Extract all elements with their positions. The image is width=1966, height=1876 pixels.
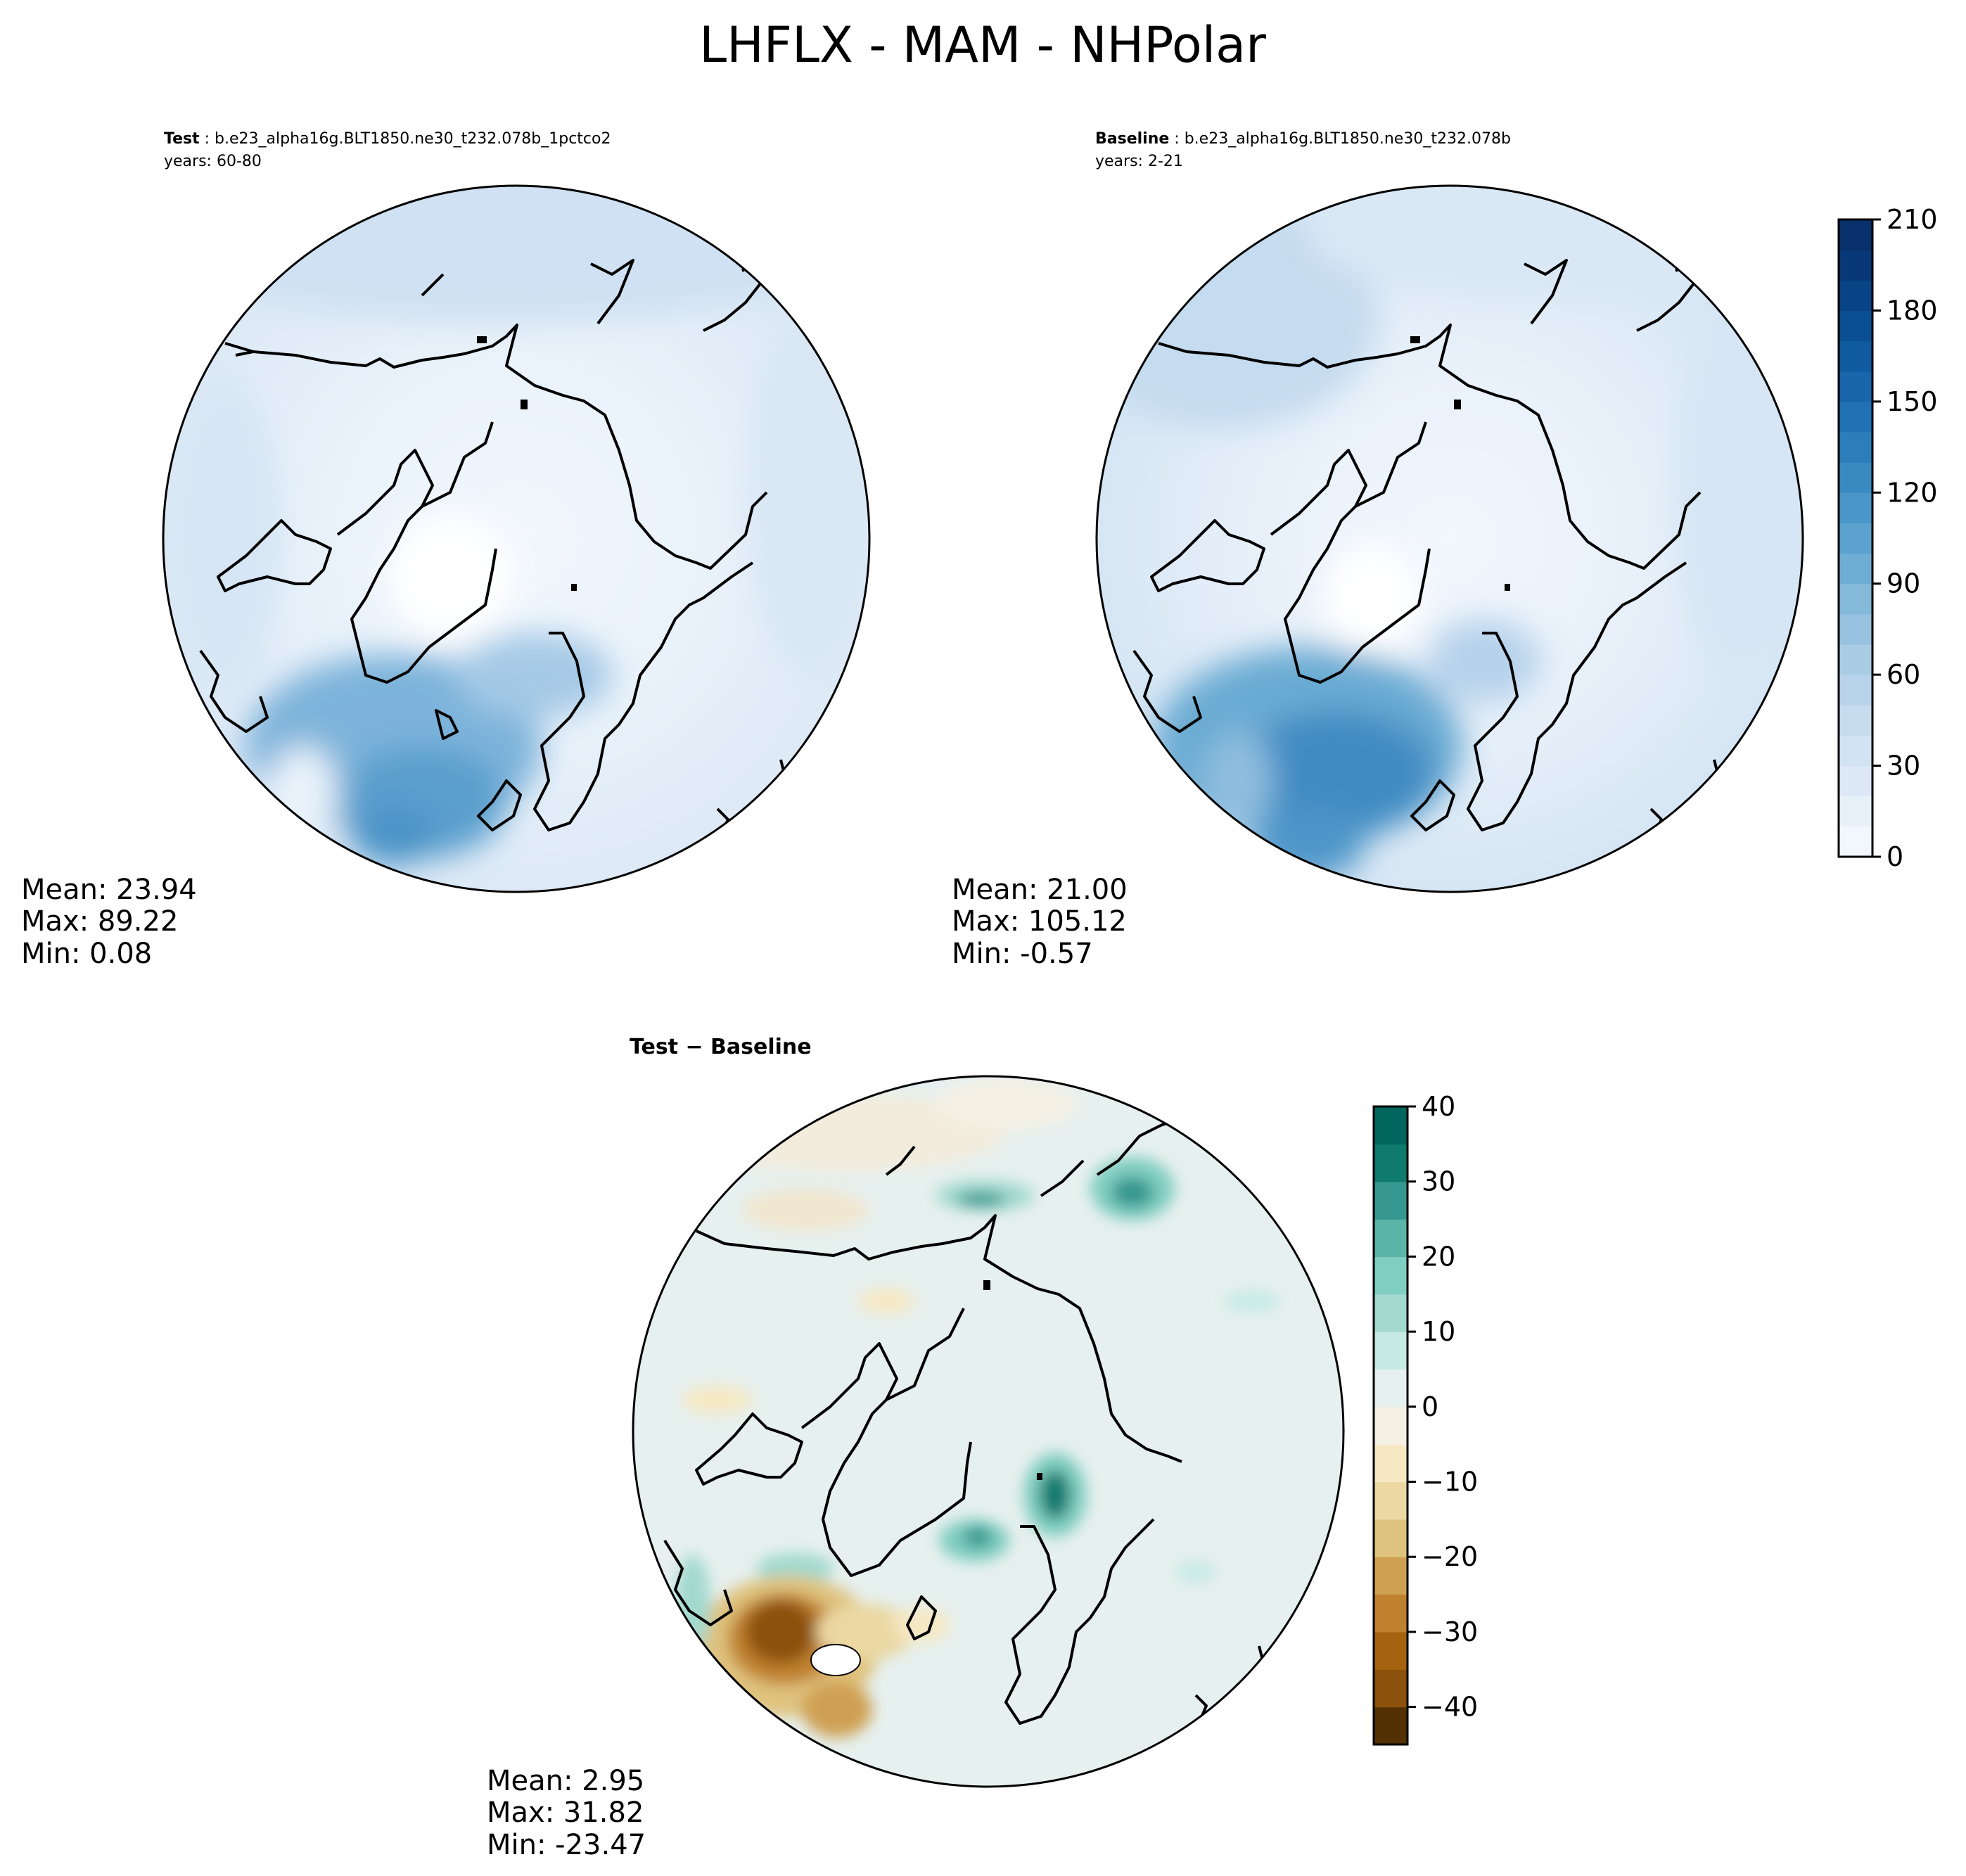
colorbar-brbg-tick-label: −10 xyxy=(1422,1467,1478,1498)
colorbar-blues-color-band xyxy=(1839,280,1872,312)
colorbar-blues-color-band xyxy=(1839,675,1872,706)
colorbar-blues-color-band xyxy=(1839,796,1872,827)
colorbar-brbg-color-band xyxy=(1374,1669,1408,1708)
colorbar-brbg-color-band xyxy=(1374,1144,1408,1182)
colorbar-brbg-tick-label: −20 xyxy=(1422,1541,1478,1572)
colorbar-brbg-color-band xyxy=(1374,1706,1408,1745)
panel-test-boundary xyxy=(162,184,871,893)
colorbar-blues-tick-label: 30 xyxy=(1887,751,1920,781)
colorbar-brbg: −40 −30 −20 −10 0 10 20 30 40 xyxy=(1372,1091,1478,1746)
panel-baseline-years: years: 2-21 xyxy=(1095,153,1183,170)
colorbar-blues-color-band xyxy=(1839,583,1872,615)
colorbar-brbg-color-band xyxy=(1374,1519,1408,1557)
figure-title: LHFLX - MAM - NHPolar xyxy=(699,16,1266,74)
colorbar-brbg-color-band xyxy=(1374,1332,1408,1370)
panel-diff-boundary xyxy=(632,1075,1345,1788)
colorbar-blues-color-band xyxy=(1839,826,1872,857)
panel-diff: Test − Baseline xyxy=(487,1035,1345,1861)
panel-baseline-max: Max: 105.12 xyxy=(952,905,1127,938)
panel-diff-title: Test − Baseline xyxy=(630,1035,812,1059)
panel-test-max: Max: 89.22 xyxy=(21,905,178,938)
panel-test-years: years: 60-80 xyxy=(164,153,262,170)
panel-test-field xyxy=(163,186,869,892)
colorbar-blues: 0 30 60 90 120 150 180 210 xyxy=(1837,204,1938,872)
colorbar-brbg-color-band xyxy=(1374,1106,1408,1144)
panel-baseline-label: Baseline xyxy=(1095,130,1169,148)
colorbar-blues-color-band xyxy=(1839,553,1872,585)
panel-diff-max: Max: 31.82 xyxy=(487,1797,644,1829)
colorbar-brbg-tick-label: 40 xyxy=(1422,1091,1455,1122)
colorbar-brbg-color-band xyxy=(1374,1406,1408,1445)
colorbar-brbg-frame xyxy=(1372,1105,1409,1746)
panel-test: Test : b.e23_alpha16g.BLT1850.ne30_t232.… xyxy=(21,130,871,970)
colorbar-blues-color-band xyxy=(1839,219,1872,250)
panel-test-case: b.e23_alpha16g.BLT1850.ne30_t232.078b_1p… xyxy=(215,130,611,148)
panel-diff-field xyxy=(633,1076,1343,1787)
colorbar-blues-tick-label: 210 xyxy=(1887,204,1938,235)
colorbar-blues-color-band xyxy=(1839,613,1872,645)
colorbar-brbg-tick-label: −40 xyxy=(1422,1692,1478,1723)
colorbar-blues-tick-label: 120 xyxy=(1887,477,1938,508)
panel-test-header: Test : b.e23_alpha16g.BLT1850.ne30_t232.… xyxy=(164,130,611,148)
colorbar-brbg-tick-label: −30 xyxy=(1422,1616,1478,1647)
panel-test-min: Min: 0.08 xyxy=(21,938,152,970)
colorbar-blues-tick-label: 0 xyxy=(1887,841,1903,872)
colorbar-brbg-color-band xyxy=(1374,1369,1408,1408)
colorbar-blues-color-band xyxy=(1839,401,1872,433)
colorbar-blues-frame xyxy=(1837,218,1874,858)
colorbar-brbg-tick-label: 0 xyxy=(1422,1391,1438,1422)
colorbar-blues-color-band xyxy=(1839,735,1872,767)
colorbar-brbg-color-band xyxy=(1374,1631,1408,1670)
colorbar-blues-color-band xyxy=(1839,462,1872,493)
panel-baseline: Baseline : b.e23_alpha16g.BLT1850.ne30_t… xyxy=(952,130,1804,970)
panel-diff-mean: Mean: 2.95 xyxy=(487,1765,644,1797)
panel-baseline-header: Baseline : b.e23_alpha16g.BLT1850.ne30_t… xyxy=(1095,130,1511,148)
colorbar-blues-tick-label: 180 xyxy=(1887,295,1938,326)
colorbar-blues-color-band xyxy=(1839,644,1872,675)
panel-diff-min: Min: -23.47 xyxy=(487,1829,646,1861)
panel-baseline-mean: Mean: 21.00 xyxy=(952,874,1128,906)
panel-baseline-boundary xyxy=(1095,184,1804,893)
colorbar-blues-color-band xyxy=(1839,340,1872,372)
colorbar-blues-color-band xyxy=(1839,523,1872,554)
colorbar-brbg-color-band xyxy=(1374,1294,1408,1332)
panel-baseline-case: b.e23_alpha16g.BLT1850.ne30_t232.078b xyxy=(1185,130,1511,148)
panel-test-label: Test xyxy=(164,130,200,148)
colorbar-blues-tick-label: 150 xyxy=(1887,386,1938,417)
colorbar-brbg-color-band xyxy=(1374,1594,1408,1633)
colorbar-brbg-color-band xyxy=(1374,1557,1408,1595)
colorbar-blues-color-band xyxy=(1839,310,1872,342)
panel-baseline-field xyxy=(1097,186,1803,892)
colorbar-blues-color-band xyxy=(1839,432,1872,463)
colorbar-blues-color-band xyxy=(1839,371,1872,402)
colorbar-brbg-color-band xyxy=(1374,1481,1408,1520)
colorbar-blues-color-band xyxy=(1839,765,1872,797)
colorbar-blues-color-band xyxy=(1839,250,1872,281)
colorbar-brbg-tick-label: 20 xyxy=(1422,1241,1455,1272)
colorbar-blues-color-band xyxy=(1839,705,1872,736)
colorbar-brbg-color-band xyxy=(1374,1256,1408,1295)
colorbar-brbg-color-band xyxy=(1374,1219,1408,1258)
colorbar-blues-color-band xyxy=(1839,492,1872,524)
panel-baseline-min: Min: -0.57 xyxy=(952,938,1093,970)
panel-test-mean: Mean: 23.94 xyxy=(21,874,197,906)
colorbar-brbg-tick-label: 10 xyxy=(1422,1316,1455,1347)
colorbar-brbg-color-band xyxy=(1374,1444,1408,1483)
colorbar-brbg-tick-label: 30 xyxy=(1422,1166,1455,1197)
colorbar-brbg-color-band xyxy=(1374,1181,1408,1220)
colorbar-blues-tick-label: 60 xyxy=(1887,659,1920,690)
colorbar-blues-tick-label: 90 xyxy=(1887,568,1920,599)
